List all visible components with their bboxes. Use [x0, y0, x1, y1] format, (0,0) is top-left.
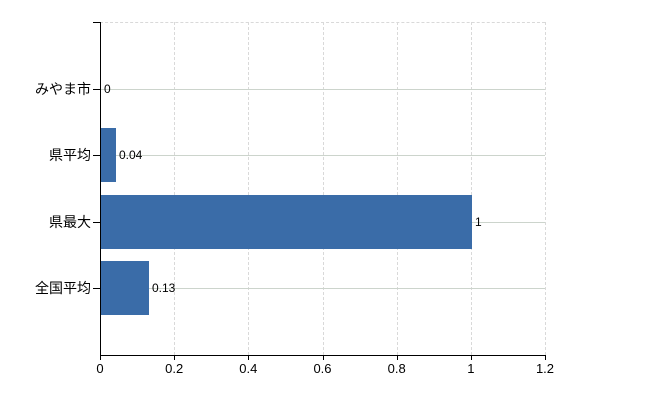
y-axis-tick	[93, 222, 100, 223]
x-tick-label: 0.4	[239, 361, 258, 376]
x-tick-label: 1	[467, 361, 475, 376]
x-axis-tick	[248, 355, 250, 360]
x-gridline	[174, 22, 176, 355]
x-gridline	[545, 22, 546, 355]
category-label: 県平均	[49, 147, 91, 163]
x-gridline	[396, 22, 398, 355]
category-gridline	[100, 155, 545, 156]
x-tick-label: 0.6	[313, 361, 332, 376]
bar-2	[101, 195, 472, 249]
bar-value-label: 0	[104, 82, 111, 96]
category-label: 全国平均	[35, 280, 91, 296]
category-label: 県最大	[49, 214, 91, 230]
category-gridline	[100, 89, 545, 90]
x-tick-label: 0	[96, 361, 104, 376]
y-axis	[100, 22, 101, 356]
x-axis-tick	[545, 355, 546, 360]
x-axis-tick	[322, 355, 324, 360]
y-axis-tick	[93, 22, 100, 23]
x-gridline	[470, 22, 472, 355]
x-gridline	[248, 22, 250, 355]
x-tick-label: 0.8	[387, 361, 406, 376]
x-axis-tick	[470, 355, 472, 360]
bar-value-label: 0.04	[119, 148, 143, 162]
bar-1	[101, 128, 116, 182]
x-axis-tick	[174, 355, 176, 360]
bar-value-label: 0.13	[152, 281, 176, 295]
category-gridline	[100, 288, 545, 289]
y-axis-tick	[93, 89, 100, 90]
x-tick-label: 0.2	[165, 361, 184, 376]
y-axis-tick	[93, 288, 100, 289]
bar-3	[101, 261, 149, 315]
bar-value-label: 1	[475, 215, 482, 229]
x-axis	[100, 355, 546, 356]
category-label: みやま市	[35, 81, 91, 97]
y-axis-tick	[93, 155, 100, 156]
x-axis-tick	[100, 355, 101, 360]
x-tick-label: 1.2	[535, 361, 555, 376]
x-axis-tick	[396, 355, 398, 360]
x-gridline	[322, 22, 324, 355]
